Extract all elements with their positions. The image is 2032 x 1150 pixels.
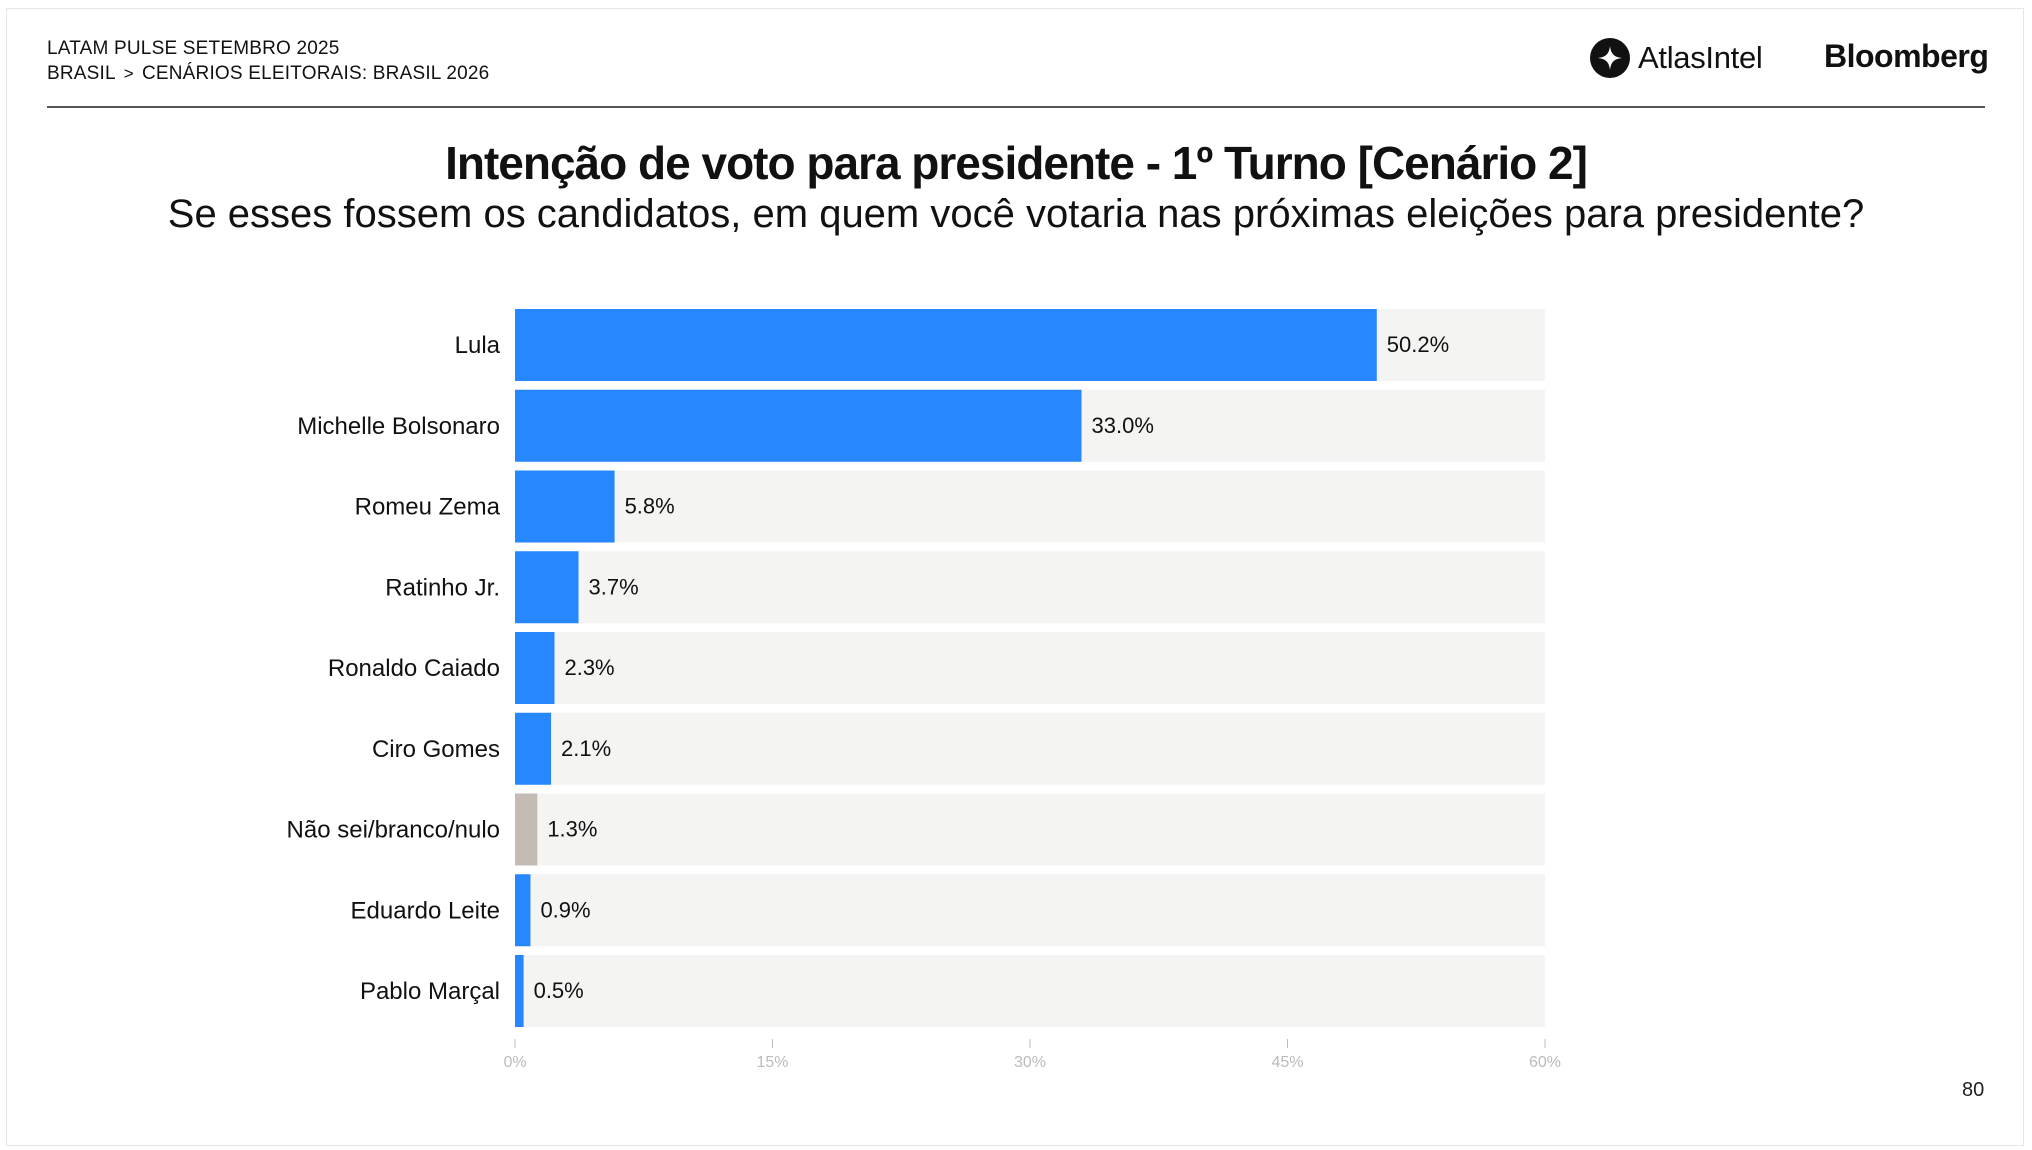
x-tick-label: 30% xyxy=(1014,1054,1046,1071)
chart-title: Intenção de voto para presidente - 1º Tu… xyxy=(445,137,1588,189)
value-label: 5.8% xyxy=(625,494,675,519)
bar xyxy=(515,551,579,624)
bar xyxy=(515,712,552,785)
bar-track xyxy=(515,712,1545,785)
bar xyxy=(515,389,1082,462)
bar xyxy=(515,309,1377,381)
category-label: Lula xyxy=(455,332,501,359)
report-name: LATAM PULSE SETEMBRO 2025 xyxy=(47,38,340,59)
bar-track xyxy=(515,632,1545,704)
atlasintel-logo: AtlasIntel xyxy=(1590,38,1763,78)
breadcrumb-separator: > xyxy=(123,64,134,83)
bar-track xyxy=(515,874,1545,947)
bar xyxy=(515,955,524,1027)
page-number: 80 xyxy=(1962,1079,1985,1101)
atlasintel-wordmark: AtlasIntel xyxy=(1638,40,1763,75)
bar xyxy=(515,793,538,866)
bar xyxy=(515,470,615,543)
category-label: Ratinho Jr. xyxy=(385,574,500,601)
x-tick-label: 15% xyxy=(756,1054,788,1071)
header-divider xyxy=(47,106,1985,108)
category-label: Romeu Zema xyxy=(355,494,501,521)
bar xyxy=(515,632,555,704)
category-label: Ciro Gomes xyxy=(372,736,500,763)
value-label: 50.2% xyxy=(1387,332,1449,357)
category-label: Eduardo Leite xyxy=(351,897,500,924)
value-label: 2.3% xyxy=(564,655,614,680)
bar-track xyxy=(515,955,1545,1027)
value-label: 3.7% xyxy=(589,574,639,599)
breadcrumb-section: CENÁRIOS ELEITORAIS: BRASIL 2026 xyxy=(141,63,490,84)
value-label: 0.9% xyxy=(540,897,590,922)
breadcrumb: BRASIL > CENÁRIOS ELEITORAIS: BRASIL 202… xyxy=(47,63,489,85)
category-label: Não sei/branco/nulo xyxy=(287,817,500,844)
bar-track xyxy=(515,551,1545,624)
bloomberg-logo: Bloomberg xyxy=(1824,38,1989,74)
bar-track xyxy=(515,470,1545,543)
breadcrumb-country: BRASIL xyxy=(47,63,116,84)
category-label: Michelle Bolsonaro xyxy=(297,413,500,440)
x-tick-label: 45% xyxy=(1271,1054,1303,1071)
bar-track xyxy=(515,793,1545,866)
atlasintel-mark-icon xyxy=(1590,38,1630,78)
x-tick-label: 60% xyxy=(1529,1054,1561,1071)
x-tick-label: 0% xyxy=(503,1054,526,1071)
bar xyxy=(515,874,531,947)
value-label: 33.0% xyxy=(1092,413,1154,438)
value-label: 0.5% xyxy=(534,978,584,1003)
category-label: Ronaldo Caiado xyxy=(328,655,500,682)
chart-subtitle: Se esses fossem os candidatos, em quem v… xyxy=(167,192,1865,236)
value-label: 1.3% xyxy=(547,817,597,842)
category-label: Pablo Marçal xyxy=(360,978,500,1005)
value-label: 2.1% xyxy=(561,736,611,761)
